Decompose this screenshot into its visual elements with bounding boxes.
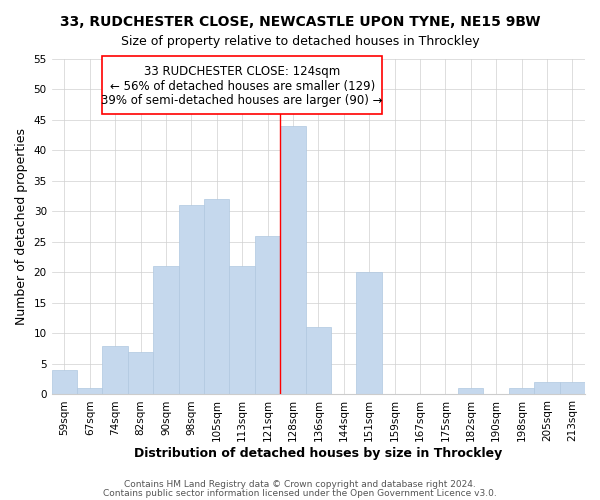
Bar	[560, 382, 585, 394]
Text: 33, RUDCHESTER CLOSE, NEWCASTLE UPON TYNE, NE15 9BW: 33, RUDCHESTER CLOSE, NEWCASTLE UPON TYN…	[60, 15, 540, 29]
Text: Size of property relative to detached houses in Throckley: Size of property relative to detached ho…	[121, 35, 479, 48]
Y-axis label: Number of detached properties: Number of detached properties	[15, 128, 28, 325]
Bar	[458, 388, 484, 394]
Bar	[280, 126, 305, 394]
Bar	[356, 272, 382, 394]
Bar	[52, 370, 77, 394]
Bar	[153, 266, 179, 394]
Text: Contains public sector information licensed under the Open Government Licence v3: Contains public sector information licen…	[103, 488, 497, 498]
Bar	[305, 328, 331, 394]
Bar	[509, 388, 534, 394]
Bar	[534, 382, 560, 394]
X-axis label: Distribution of detached houses by size in Throckley: Distribution of detached houses by size …	[134, 447, 502, 460]
Bar	[179, 206, 204, 394]
Bar	[77, 388, 103, 394]
FancyBboxPatch shape	[103, 56, 382, 114]
Bar	[255, 236, 280, 394]
Bar	[229, 266, 255, 394]
Text: 39% of semi-detached houses are larger (90) →: 39% of semi-detached houses are larger (…	[101, 94, 383, 108]
Bar	[103, 346, 128, 395]
Text: Contains HM Land Registry data © Crown copyright and database right 2024.: Contains HM Land Registry data © Crown c…	[124, 480, 476, 489]
Text: ← 56% of detached houses are smaller (129): ← 56% of detached houses are smaller (12…	[110, 80, 375, 94]
Bar	[128, 352, 153, 395]
Bar	[204, 200, 229, 394]
Text: 33 RUDCHESTER CLOSE: 124sqm: 33 RUDCHESTER CLOSE: 124sqm	[144, 65, 340, 78]
